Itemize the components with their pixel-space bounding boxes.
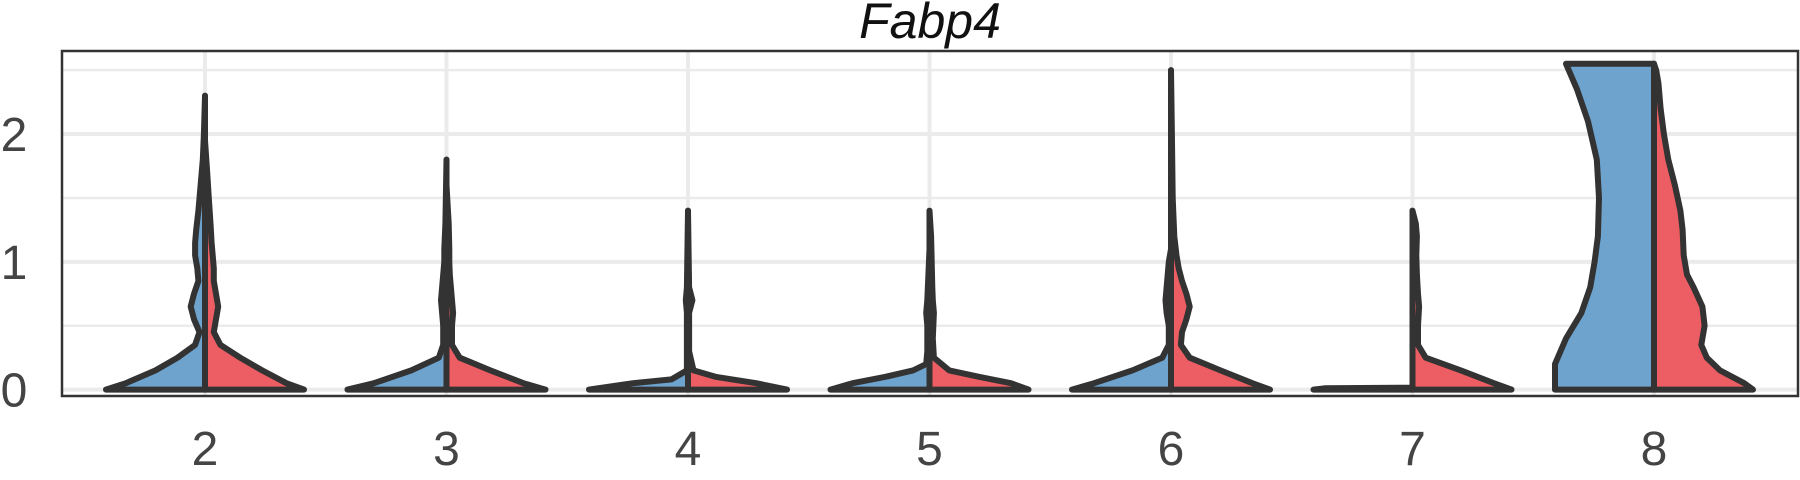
- violin-left-half: [103, 92, 208, 393]
- violin-left-half: [1552, 60, 1657, 393]
- x-axis-labels: 2 3 4 5 6 7 8: [192, 423, 1668, 476]
- violin-left-half: [827, 246, 933, 393]
- y-tick-label: 1: [1, 237, 28, 290]
- plot-frame: [60, 49, 1800, 398]
- x-tick-label: 6: [1158, 423, 1185, 476]
- violin-left-half: [586, 207, 691, 393]
- x-tick-label: 2: [192, 423, 219, 476]
- violin-right-half: [926, 207, 1032, 393]
- violin-right-half: [1168, 67, 1273, 393]
- violin-left-half: [1069, 246, 1174, 393]
- violin-right-half: [443, 182, 549, 393]
- violin-right-half: [1651, 60, 1756, 393]
- x-tick-label: 5: [916, 423, 943, 476]
- violin-left-half: [1310, 384, 1416, 393]
- violin-8: [1552, 60, 1756, 393]
- x-tick-label: 4: [675, 423, 702, 476]
- chart-title: Fabp4: [859, 0, 1001, 49]
- violin-3: [344, 156, 549, 393]
- violin-5: [827, 207, 1032, 393]
- violin-4: [586, 207, 790, 393]
- violin-2: [103, 92, 307, 393]
- violin-6: [1069, 67, 1273, 393]
- violin-right-half: [202, 137, 307, 393]
- violin-right-half: [685, 207, 790, 393]
- violin-right-half: [1409, 207, 1515, 393]
- y-axis-labels: 0 1 2: [1, 109, 28, 418]
- x-tick-label: 8: [1641, 423, 1668, 476]
- violin-left-half: [344, 156, 450, 393]
- x-tick-label: 3: [433, 423, 460, 476]
- violin-layer: [103, 60, 1756, 393]
- y-tick-label: 0: [1, 365, 28, 418]
- violin-7: [1310, 207, 1515, 393]
- x-tick-label: 7: [1399, 423, 1426, 476]
- y-tick-label: 2: [1, 109, 28, 162]
